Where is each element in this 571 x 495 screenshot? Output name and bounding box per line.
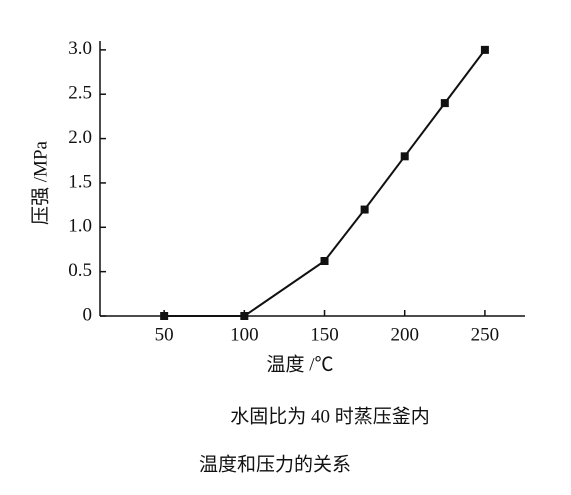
marker xyxy=(480,45,489,54)
caption: 水固比为 40 时蒸压釜内 xyxy=(230,405,430,427)
y-tick-label: 1.5 xyxy=(68,171,92,192)
y-tick-label: 2.0 xyxy=(68,127,92,148)
series-line xyxy=(164,49,486,317)
x-axis-label: 温度 /℃ xyxy=(266,353,333,375)
x-tick-label: 150 xyxy=(310,324,339,345)
y-tick-label: 0.5 xyxy=(68,260,92,281)
marker xyxy=(360,205,369,214)
y-tick-label: 0 xyxy=(83,304,93,325)
x-tick-label: 250 xyxy=(471,324,500,345)
y-tick-label: 2.5 xyxy=(68,83,92,104)
marker xyxy=(160,312,169,320)
y-tick-label: 1.0 xyxy=(68,216,92,237)
y-axis-label: 压强 /MPa xyxy=(30,140,51,224)
marker xyxy=(240,312,249,320)
marker xyxy=(400,152,409,161)
x-tick-label: 200 xyxy=(390,324,419,345)
x-tick-label: 100 xyxy=(230,324,259,345)
x-tick-label: 50 xyxy=(155,324,174,345)
caption: 温度和压力的关系 xyxy=(199,453,351,475)
marker xyxy=(320,257,329,265)
marker xyxy=(440,99,449,108)
y-tick-label: 3.0 xyxy=(68,38,92,59)
